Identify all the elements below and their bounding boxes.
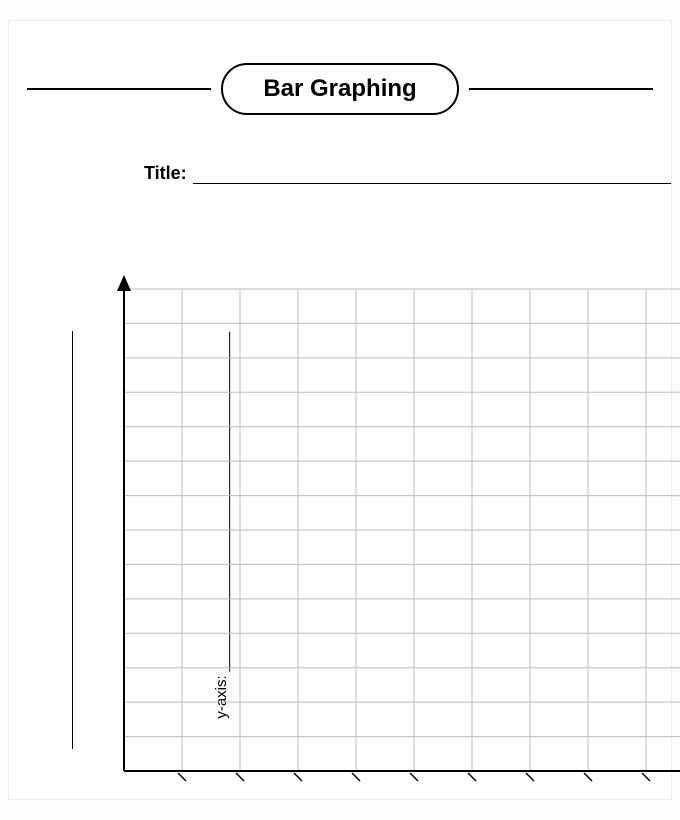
chart-title-input-line[interactable]: [193, 166, 671, 184]
y-axis-guide-rule: [72, 331, 73, 749]
chart-area: y-axis:: [64, 271, 671, 779]
bar-graph-grid: [104, 271, 680, 791]
page-heading-text: Bar Graphing: [263, 75, 416, 102]
header-row: Bar Graphing: [9, 63, 671, 115]
header-rule-right: [469, 88, 653, 90]
chart-title-field: Title:: [9, 163, 671, 184]
header-rule-left: [27, 88, 211, 90]
page-heading: Bar Graphing: [221, 63, 458, 115]
grid-wrap: [104, 271, 671, 779]
worksheet-page: Bar Graphing Title: y-axis:: [8, 20, 672, 800]
chart-title-label: Title:: [144, 163, 187, 184]
